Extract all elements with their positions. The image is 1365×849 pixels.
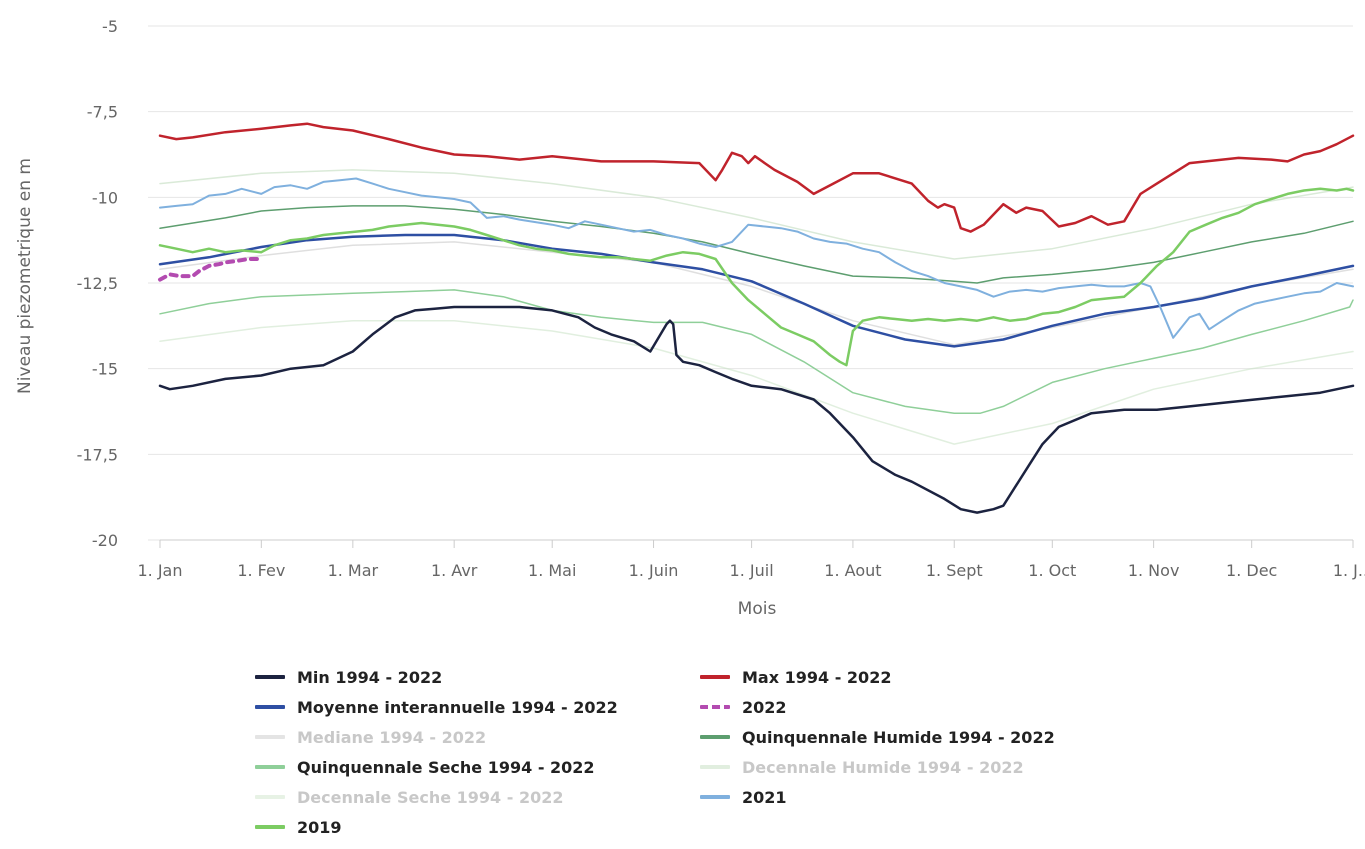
x-tick-label: 1. Oct xyxy=(1028,561,1076,580)
line-chart: -5-7,5-10-12,5-15-17,5-20 1. Jan 1. Fev 1.… xyxy=(15,17,1365,619)
legend-item-moyenne[interactable]: Moyenne interannuelle 1994 - 2022 xyxy=(255,694,618,720)
x-tick-label: 1. Avr xyxy=(431,561,478,580)
legend-item-2019[interactable]: 2019 xyxy=(255,814,342,840)
legend: Min 1994 - 2022 Max 1994 - 2022 Moyenne … xyxy=(255,664,1155,844)
x-axis: 1. Jan 1. Fev 1. Mar 1. Avr 1. Mai 1. Juin 1. … xyxy=(137,539,1365,580)
gridlines xyxy=(148,25,1353,541)
x-tick-label: 1. Aout xyxy=(824,561,881,580)
series-line-min-1994-2022 xyxy=(158,305,1355,514)
legend-swatch-dec-humide xyxy=(700,765,730,769)
y-axis-title: Niveau piezometrique en m xyxy=(15,158,35,394)
legend-label-2021: 2021 xyxy=(742,787,787,807)
legend-swatch-moyenne xyxy=(255,705,285,709)
legend-item-quin-humide[interactable]: Quinquennale Humide 1994 - 2022 xyxy=(700,724,1055,750)
series-line-decennale-humide-1994-2022 xyxy=(159,169,1354,260)
x-axis-title: Mois xyxy=(738,599,777,619)
legend-item-quin-seche[interactable]: Quinquennale Seche 1994 - 2022 xyxy=(255,754,595,780)
x-tick-label: 1. Nov xyxy=(1128,561,1180,580)
y-tick-label: -12,5 xyxy=(77,274,118,293)
legend-swatch-2019 xyxy=(255,825,285,829)
legend-item-dec-seche[interactable]: Decennale Seche 1994 - 2022 xyxy=(255,784,563,810)
x-tick-label: 1. Dec xyxy=(1226,561,1277,580)
x-tick-label: 1. Mar xyxy=(328,561,379,580)
legend-label-max: Max 1994 - 2022 xyxy=(742,667,892,687)
legend-label-dec-seche: Decennale Seche 1994 - 2022 xyxy=(297,787,564,807)
legend-item-mediane[interactable]: Mediane 1994 - 2022 xyxy=(255,724,486,750)
legend-item-min[interactable]: Min 1994 - 2022 xyxy=(255,664,442,690)
legend-label-moyenne: Moyenne interannuelle 1994 - 2022 xyxy=(297,697,618,717)
legend-label-quin-humide: Quinquennale Humide 1994 - 2022 xyxy=(742,727,1055,747)
series-line-decennale-seche-1994-2022 xyxy=(159,319,1354,445)
x-tick-label: 1. J... xyxy=(1333,561,1365,580)
series-line-quinquennale-humide-1994-2022 xyxy=(159,205,1354,284)
legend-label-2022: 2022 xyxy=(742,697,787,717)
series-line-max-1994-2022 xyxy=(158,122,1355,233)
y-tick-label: -7,5 xyxy=(87,103,118,122)
series-line-moyenne-interannuelle-1994-2022 xyxy=(158,233,1355,348)
legend-swatch-quin-humide xyxy=(700,735,730,739)
series-line-2022 xyxy=(158,257,264,282)
legend-swatch-mediane xyxy=(255,735,285,739)
x-tick-label: 1. Jan xyxy=(137,561,182,580)
legend-swatch-2022 xyxy=(700,705,730,709)
legend-label-2019: 2019 xyxy=(297,817,342,837)
legend-swatch-2021 xyxy=(700,795,730,799)
y-tick-label: -10 xyxy=(92,188,118,207)
legend-swatch-quin-seche xyxy=(255,765,285,769)
x-tick-label: 1. Mai xyxy=(528,561,576,580)
legend-swatch-min xyxy=(255,675,285,679)
series-group xyxy=(158,122,1355,514)
x-tick-label: 1. Sept xyxy=(926,561,983,580)
series-line-quinquennale-seche-1994-2022 xyxy=(159,289,1354,414)
legend-swatch-dec-seche xyxy=(255,795,285,799)
legend-label-min: Min 1994 - 2022 xyxy=(297,667,443,687)
legend-item-dec-humide[interactable]: Decennale Humide 1994 - 2022 xyxy=(700,754,1024,780)
x-tick-label: 1. Juil xyxy=(730,561,774,580)
x-tick-label: 1. Fev xyxy=(237,561,285,580)
y-tick-label: -20 xyxy=(92,531,118,550)
y-axis-ticks: -5 -7,5 -10 -12,5 -15 -17,5 -20 xyxy=(77,17,118,550)
legend-item-2021[interactable]: 2021 xyxy=(700,784,787,810)
y-tick-label: -5 xyxy=(102,17,118,36)
legend-swatch-max xyxy=(700,675,730,679)
legend-label-dec-humide: Decennale Humide 1994 - 2022 xyxy=(742,757,1024,777)
y-tick-label: -17,5 xyxy=(77,445,118,464)
y-tick-label: -15 xyxy=(92,360,118,379)
x-tick-label: 1. Juin xyxy=(629,561,679,580)
series-line-2021 xyxy=(159,177,1354,339)
legend-item-2022[interactable]: 2022 xyxy=(700,694,787,720)
legend-label-quin-seche: Quinquennale Seche 1994 - 2022 xyxy=(297,757,595,777)
series-line-2019 xyxy=(158,187,1355,367)
legend-item-max[interactable]: Max 1994 - 2022 xyxy=(700,664,891,690)
legend-label-mediane: Mediane 1994 - 2022 xyxy=(297,727,487,747)
